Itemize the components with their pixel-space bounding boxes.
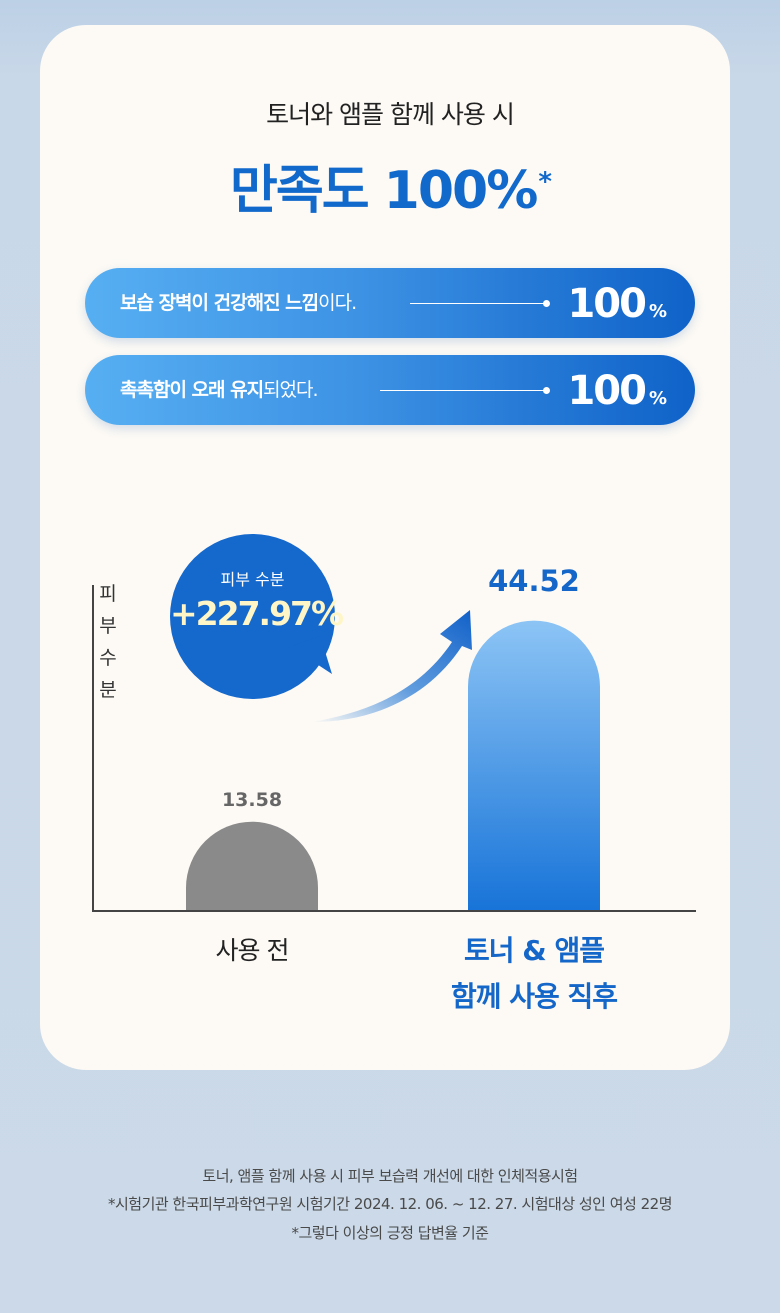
bar-after [468,620,600,910]
headline-asterisk: * [538,166,552,197]
footnote-2: *시험기관 한국피부과학연구원 시험기간 2024. 12. 06. ~ 12.… [107,1195,673,1213]
satisfaction-pill-1: 보습 장벽이 건강해진 느낌이다. 100% [85,268,695,338]
category-label-line: 토너 & 앰플 [464,934,605,967]
footnote-3: *그렇다 이상의 긍정 답변율 기준 [291,1224,489,1242]
category-label: 사용 전 [102,928,402,974]
headline: 만족도 100%* [0,148,780,223]
pill-2-line [380,390,545,391]
y-axis [92,585,94,912]
y-axis-label-char: 부 [99,615,117,637]
pill-2-dot [543,387,550,394]
footnote-1: 토너, 앰플 함께 사용 시 피부 보습력 개선에 대한 인체적용시험 [202,1167,578,1185]
bubble-label: 피부 수분 [220,570,285,589]
pill-1-number: 100 [567,281,646,327]
bar-value-label: 44.52 [488,563,580,598]
result-card [40,25,730,1070]
y-axis-label-char: 분 [99,679,117,701]
y-axis-label-char: 수 [99,647,117,669]
bar-value-label: 13.58 [221,788,283,811]
category-label-line: 함께 사용 직후 [450,980,618,1013]
pill-2-number: 100 [567,368,646,414]
pill-1-text: 보습 장벽이 건강해진 느낌이다. [120,268,357,338]
headline-text: 만족도 100% [230,161,538,221]
increase-bubble [170,534,335,699]
pill-2-unit: % [648,388,667,409]
increase-arrow-icon [312,610,472,722]
pill-2-value: 100% [567,355,667,435]
pill-1-bold: 보습 장벽이 건강해진 느낌 [120,292,319,314]
pill-1-unit: % [648,301,667,322]
pill-2-bold: 촉촉함이 오래 유지 [120,379,264,401]
pill-1-rest: 이다. [318,292,357,314]
pill-2-text: 촉촉함이 오래 유지되었다. [120,355,319,425]
pill-1-line [410,303,545,304]
subtitle: 토너와 앰플 함께 사용 시 [266,100,515,129]
category-label-line: 사용 전 [215,936,290,965]
x-axis [92,910,696,912]
bubble-value: +227.97% [170,594,344,633]
y-axis-label-char: 피 [99,583,117,605]
pill-1-value: 100% [567,268,667,348]
bar-before [186,821,318,910]
satisfaction-pill-2: 촉촉함이 오래 유지되었다. 100% [85,355,695,425]
pill-1-dot [543,300,550,307]
pill-2-rest: 되었다. [263,379,318,401]
